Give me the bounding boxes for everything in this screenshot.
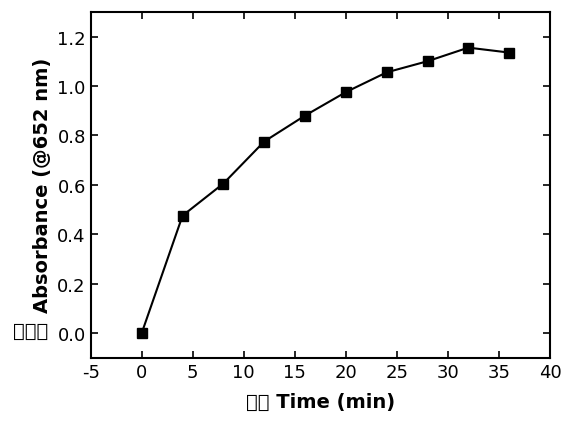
Y-axis label: Absorbance (@652 nm): Absorbance (@652 nm) (33, 58, 52, 313)
Text: 吸光度: 吸光度 (14, 321, 49, 340)
X-axis label: 时间 Time (min): 时间 Time (min) (246, 392, 395, 411)
